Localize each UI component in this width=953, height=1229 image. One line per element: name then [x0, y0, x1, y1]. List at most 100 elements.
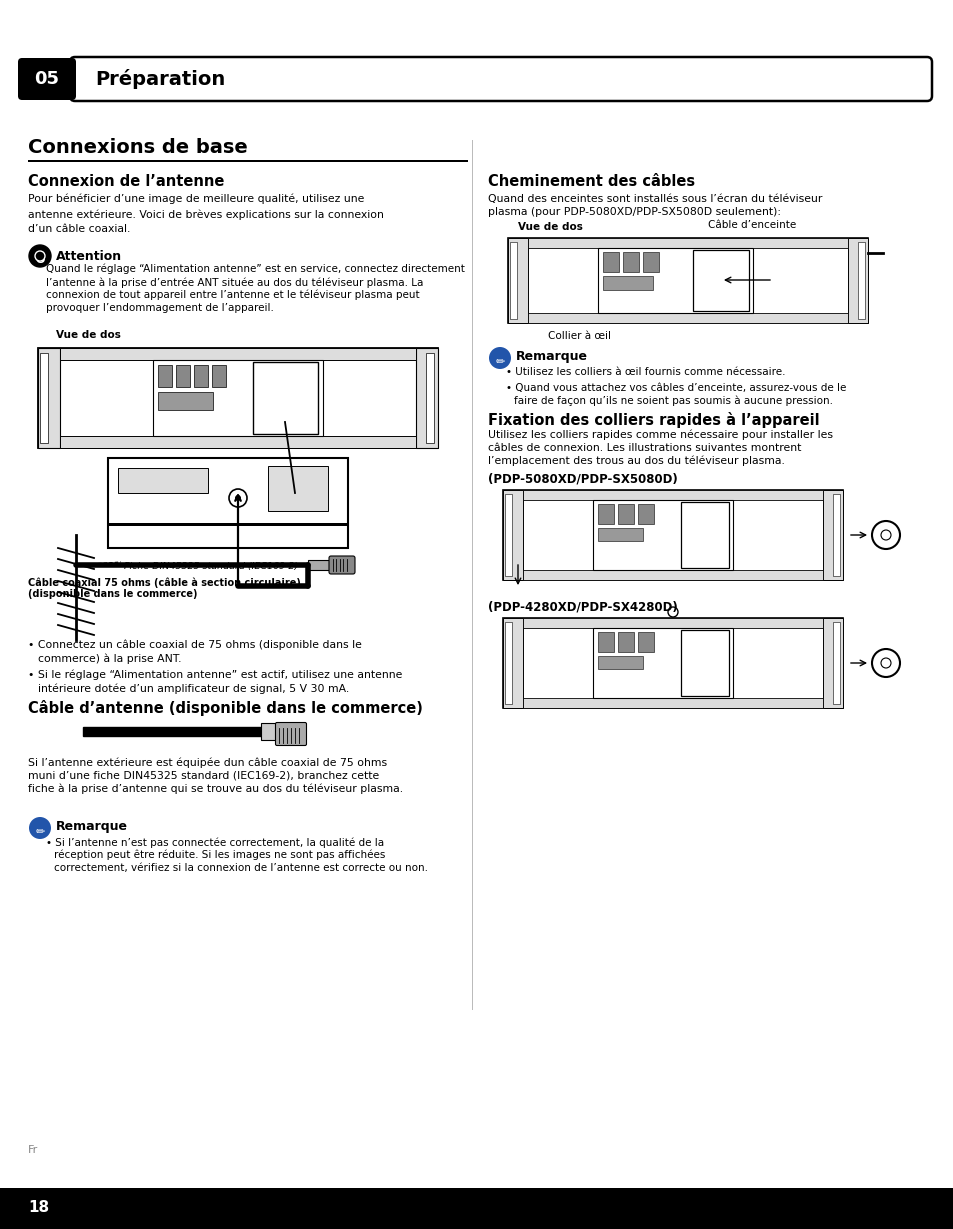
Bar	[598, 528, 642, 541]
FancyBboxPatch shape	[18, 58, 76, 100]
Bar	[638, 504, 654, 524]
Text: Utilisez les colliers rapides comme nécessaire pour installer les: Utilisez les colliers rapides comme néce…	[488, 430, 832, 440]
Circle shape	[29, 245, 51, 267]
Circle shape	[234, 495, 241, 501]
Bar	[38, 348, 60, 449]
Text: réception peut être réduite. Si les images ne sont pas affichées: réception peut être réduite. Si les imag…	[54, 850, 385, 860]
Bar	[152, 360, 323, 436]
Bar	[504, 494, 512, 576]
Bar	[472, 140, 473, 1010]
Text: Fiche DIN45325 standard (IEC169-2): Fiche DIN45325 standard (IEC169-2)	[124, 562, 297, 571]
FancyBboxPatch shape	[70, 57, 931, 101]
Bar	[522, 698, 822, 708]
Bar	[502, 618, 842, 708]
Bar	[598, 632, 614, 653]
Text: intérieure dotée d’un amplificateur de signal, 5 V 30 mA.: intérieure dotée d’un amplificateur de s…	[38, 683, 349, 693]
Bar	[504, 622, 512, 704]
Bar	[598, 504, 614, 524]
Circle shape	[871, 649, 899, 677]
Text: (PDP-4280XD/PDP-SX4280D): (PDP-4280XD/PDP-SX4280D)	[488, 600, 677, 613]
Text: Remarque: Remarque	[516, 350, 587, 363]
Text: Pour bénéficier d’une image de meilleure qualité, utilisez une
antenne extérieur: Pour bénéficier d’une image de meilleure…	[28, 194, 383, 234]
Text: Fr: Fr	[28, 1145, 38, 1155]
Bar	[193, 365, 208, 387]
Bar	[527, 238, 847, 248]
Bar	[416, 348, 437, 449]
Bar	[522, 490, 822, 500]
Bar	[507, 238, 867, 323]
Circle shape	[35, 251, 45, 261]
Circle shape	[871, 521, 899, 549]
Text: • Si l’antenne n’est pas connectée correctement, la qualité de la: • Si l’antenne n’est pas connectée corre…	[46, 837, 384, 848]
Text: • Utilisez les colliers à œil fournis comme nécessaire.: • Utilisez les colliers à œil fournis co…	[505, 367, 784, 377]
Bar	[268, 466, 328, 511]
Bar	[38, 348, 437, 449]
Bar	[83, 728, 263, 736]
Bar	[622, 252, 639, 272]
Bar	[598, 656, 642, 669]
Text: l’antenne à la prise d’entrée ANT située au dos du téléviseur plasma. La: l’antenne à la prise d’entrée ANT située…	[46, 277, 423, 288]
Bar	[212, 365, 226, 387]
Bar	[108, 458, 348, 548]
Bar	[692, 249, 748, 311]
Text: O: O	[35, 254, 45, 265]
Circle shape	[880, 530, 890, 540]
Text: Câble d’enceinte: Câble d’enceinte	[707, 220, 796, 230]
Text: 18: 18	[28, 1200, 49, 1215]
Text: Vue de dos: Vue de dos	[56, 331, 121, 340]
Text: correctement, vérifiez si la connexion de l’antenne est correcte ou non.: correctement, vérifiez si la connexion d…	[54, 863, 428, 873]
Text: Connexion de l’antenne: Connexion de l’antenne	[28, 175, 224, 189]
Bar	[510, 242, 517, 320]
Bar	[502, 618, 522, 708]
Bar	[175, 365, 190, 387]
Bar	[118, 468, 208, 493]
Bar	[60, 436, 416, 449]
Text: Collier à œil: Collier à œil	[547, 331, 610, 340]
Text: Cheminement des câbles: Cheminement des câbles	[488, 175, 695, 189]
Bar	[158, 392, 213, 410]
Bar	[847, 238, 867, 323]
Bar	[507, 238, 527, 323]
Text: Si l’antenne extérieure est équipée dun câble coaxial de 75 ohms: Si l’antenne extérieure est équipée dun …	[28, 757, 387, 767]
Text: • Si le réglage “Alimentation antenne” est actif, utilisez une antenne: • Si le réglage “Alimentation antenne” e…	[28, 670, 402, 681]
Text: Vue de dos: Vue de dos	[517, 222, 582, 232]
Bar	[593, 628, 732, 698]
Text: faire de façon qu’ils ne soient pas soumis à aucune pression.: faire de façon qu’ils ne soient pas soum…	[514, 396, 832, 407]
FancyBboxPatch shape	[329, 556, 355, 574]
Text: commerce) à la prise ANT.: commerce) à la prise ANT.	[38, 653, 181, 664]
Bar	[618, 504, 634, 524]
Text: Quand des enceintes sont installés sous l’écran du téléviseur: Quand des enceintes sont installés sous …	[488, 194, 821, 204]
Bar	[593, 500, 732, 570]
Text: câbles de connexion. Les illustrations suivantes montrent: câbles de connexion. Les illustrations s…	[488, 442, 801, 454]
Bar	[502, 490, 842, 580]
Circle shape	[489, 347, 511, 369]
Bar	[60, 348, 416, 360]
Text: fiche à la prise d’antenne qui se trouve au dos du téléviseur plasma.: fiche à la prise d’antenne qui se trouve…	[28, 783, 403, 794]
Bar	[502, 490, 522, 580]
Circle shape	[229, 489, 247, 508]
Bar	[522, 570, 822, 580]
Text: connexion de tout appareil entre l’antenne et le téléviseur plasma peut: connexion de tout appareil entre l’anten…	[46, 290, 419, 301]
Bar	[618, 632, 634, 653]
Text: Remarque: Remarque	[56, 820, 128, 833]
Circle shape	[880, 658, 890, 669]
Text: plasma (pour PDP-5080XD/PDP-SX5080D seulement):: plasma (pour PDP-5080XD/PDP-SX5080D seul…	[488, 206, 781, 218]
Bar	[522, 618, 822, 628]
Bar	[527, 313, 847, 323]
Bar	[598, 248, 752, 313]
Text: (disponible dans le commerce): (disponible dans le commerce)	[28, 589, 197, 599]
Text: ✏: ✏	[35, 827, 45, 837]
FancyBboxPatch shape	[275, 723, 306, 746]
Bar	[602, 277, 652, 290]
Text: Câble coaxial 75 ohms (câble à section circulaire): Câble coaxial 75 ohms (câble à section c…	[28, 576, 300, 587]
Bar	[28, 160, 468, 161]
Bar	[857, 242, 864, 320]
Bar	[822, 618, 842, 708]
Text: muni d’une fiche DIN45325 standard (IEC169-2), branchez cette: muni d’une fiche DIN45325 standard (IEC1…	[28, 771, 379, 780]
Bar	[261, 723, 278, 740]
Bar	[308, 560, 333, 570]
Bar	[822, 490, 842, 580]
Text: provoquer l’endommagement de l’appareil.: provoquer l’endommagement de l’appareil.	[46, 304, 274, 313]
Bar	[602, 252, 618, 272]
Bar	[680, 501, 728, 568]
